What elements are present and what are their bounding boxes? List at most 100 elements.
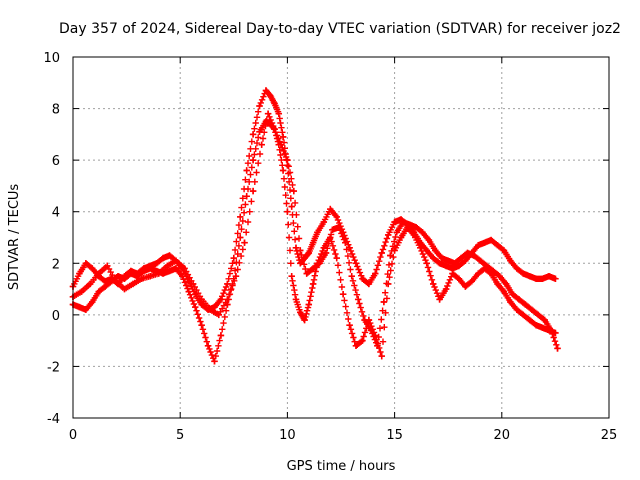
data-point (496, 272, 503, 280)
data-point (297, 247, 304, 254)
y-tick-label: 8 (52, 103, 60, 118)
data-point (89, 298, 96, 306)
data-point (138, 275, 145, 282)
data-point (258, 141, 265, 148)
data-point (155, 270, 162, 277)
data-point (464, 249, 471, 257)
data-point (198, 296, 205, 303)
data-point (207, 306, 214, 313)
data-point (217, 296, 225, 303)
data-point (146, 272, 154, 280)
data-point (425, 236, 433, 244)
data-point (367, 327, 375, 334)
data-point (410, 231, 418, 239)
data-point (352, 260, 360, 267)
x-axis-label: GPS time / hours (287, 459, 396, 474)
data-point (399, 218, 407, 226)
data-point (232, 272, 240, 280)
data-point (243, 167, 250, 174)
data-point (545, 272, 553, 280)
y-tick-label: 2 (52, 257, 60, 272)
data-point (515, 296, 523, 303)
data-point (348, 272, 355, 280)
data-point (288, 203, 295, 210)
data-point (249, 156, 257, 164)
data-point (112, 278, 120, 285)
series-track-c (69, 110, 561, 352)
data-point (547, 327, 555, 334)
data-point (490, 267, 497, 275)
data-point (335, 223, 343, 231)
data-point (539, 324, 546, 331)
data-point (442, 262, 450, 270)
data-point (277, 141, 285, 148)
axis-tick-labels: 0 5 10 15 20 25 -4 -2 0 2 4 6 8 10 (43, 51, 617, 443)
data-point (198, 321, 205, 329)
data-point (140, 267, 147, 275)
data-point (262, 87, 270, 94)
data-point (82, 260, 90, 267)
data-point (378, 352, 385, 360)
data-point (146, 265, 154, 272)
data-point (172, 257, 180, 264)
data-point (129, 280, 137, 288)
data-point (166, 252, 173, 259)
data-point (462, 257, 469, 264)
data-point (204, 342, 212, 349)
plot-frame (72, 56, 610, 419)
data-point (387, 252, 394, 259)
data-point (95, 288, 102, 295)
data-point (301, 316, 308, 324)
data-point (243, 193, 250, 200)
data-point (532, 321, 540, 329)
data-point (181, 265, 188, 272)
data-point (419, 229, 426, 236)
data-point (429, 280, 437, 288)
data-point (483, 262, 490, 270)
data-point (316, 260, 323, 267)
data-point (397, 234, 405, 241)
data-point (552, 275, 559, 282)
data-point (76, 303, 83, 311)
data-point (89, 265, 96, 272)
x-tick-label: 0 (69, 428, 77, 443)
data-point (532, 275, 540, 282)
data-point (554, 345, 561, 352)
data-point (314, 229, 321, 236)
data-point (487, 236, 495, 244)
data-point (309, 280, 317, 288)
data-point (288, 272, 295, 280)
data-point (95, 270, 102, 277)
y-tick-label: -2 (47, 360, 60, 375)
data-point (309, 265, 317, 272)
data-point (507, 257, 514, 264)
data-point (327, 205, 334, 213)
data-point (342, 239, 349, 246)
data-point (329, 226, 336, 233)
data-point (230, 254, 237, 262)
data-point (172, 265, 180, 272)
data-point (507, 298, 514, 306)
data-point (393, 229, 400, 236)
data-point (292, 296, 300, 303)
data-point (284, 208, 291, 215)
data-point (468, 278, 475, 285)
data-point (526, 316, 533, 324)
data-point (121, 275, 128, 282)
data-point (82, 306, 90, 313)
data-point (121, 285, 128, 293)
data-point (500, 288, 508, 295)
data-point (211, 358, 218, 365)
data-point (215, 311, 222, 319)
data-point (477, 257, 484, 264)
data-point (442, 285, 450, 293)
data-point (509, 291, 516, 298)
data-point (539, 275, 546, 282)
data-point (436, 296, 443, 303)
data-point (279, 133, 287, 141)
data-point (359, 275, 366, 282)
data-point (451, 260, 458, 267)
data-point (275, 110, 283, 117)
data-point (520, 311, 527, 319)
